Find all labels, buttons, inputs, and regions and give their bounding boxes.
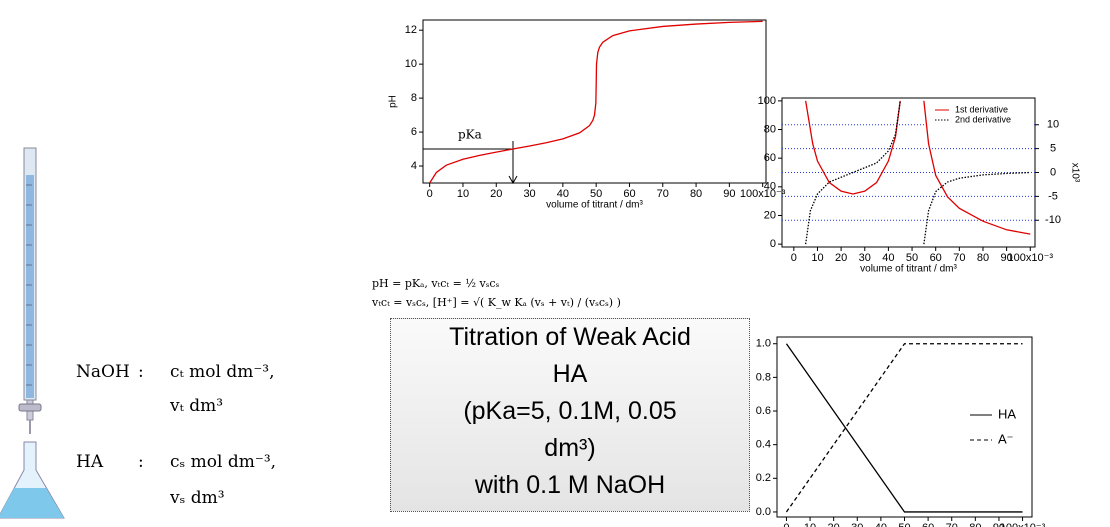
- y-tick-label: 10: [405, 58, 417, 70]
- x-tick-label: 70: [946, 522, 958, 527]
- series-line: [429, 20, 763, 184]
- y2-tick-label: 10: [1047, 119, 1059, 131]
- x-axis-label: volume of titrant / dm³: [546, 200, 643, 211]
- legend-label: HA: [998, 406, 1016, 421]
- legend-box: [929, 103, 1033, 127]
- x-tick-label: 30: [859, 252, 871, 264]
- y2-axis-label: x10³: [1069, 163, 1080, 183]
- x-tick-label: 10: [804, 522, 816, 527]
- title-line: Titration of Weak Acid: [449, 323, 691, 351]
- x-tick-label: 50: [898, 522, 910, 527]
- reagent-line: vₛ dm³: [170, 488, 225, 508]
- x-tick-label: 60: [930, 252, 942, 264]
- x-tick-label: 50: [906, 252, 918, 264]
- y-tick-label: 0.0: [756, 506, 771, 518]
- x-tick-label: 30: [523, 188, 535, 200]
- flask: [0, 441, 65, 519]
- y-tick-label: 40: [764, 181, 776, 193]
- series-line: [805, 100, 1031, 235]
- plot-frame: [776, 336, 1033, 518]
- y-tick-label: 0: [770, 238, 776, 250]
- pka-guide: [423, 141, 518, 185]
- y-axis-label: pH: [388, 95, 399, 108]
- y2-tick-label: -5: [1048, 190, 1058, 202]
- colon: :: [138, 362, 144, 382]
- title-line: (pKa=5, 0.1M, 0.05: [463, 397, 677, 425]
- x-tick-label: 40: [557, 188, 569, 200]
- legend-label: A⁻: [998, 431, 1014, 446]
- x-tick-label: 10: [811, 252, 823, 264]
- reagent-name: NaOH: [76, 362, 130, 382]
- x-tick-label: 100x10⁻³: [740, 188, 786, 200]
- y2-tick-label: 0: [1050, 166, 1056, 178]
- y-tick-label: 20: [764, 209, 776, 221]
- legend-label: 1st derivative: [955, 104, 1008, 114]
- reagent-line: cₜ mol dm⁻³,: [170, 362, 275, 382]
- title-line: dm³): [544, 434, 596, 462]
- equation: vₜcₜ = vₛcₛ, [H⁺] = √( K_w Kₐ (vₛ + vₜ) …: [372, 296, 621, 309]
- x-tick-label: 70: [953, 252, 965, 264]
- colon: :: [138, 452, 144, 472]
- y-tick-label: 6: [411, 126, 417, 138]
- x-tick-label: 80: [690, 188, 702, 200]
- reagent-line: cₛ mol dm⁻³,: [170, 452, 277, 472]
- y-tick-label: 100: [758, 95, 776, 107]
- series-line: [785, 343, 1023, 513]
- title-box: Titration of Weak Acid HA (pKa=5, 0.1M, …: [390, 318, 750, 512]
- series-line: [805, 100, 1031, 245]
- annotation: pKa: [458, 128, 482, 142]
- y-tick-label: 0.8: [756, 371, 771, 383]
- title-line: HA: [552, 360, 588, 388]
- y-tick-label: 0.4: [756, 439, 771, 451]
- y-tick-label: 1.0: [756, 338, 771, 350]
- x-tick-label: 40: [875, 522, 887, 527]
- y-tick-label: 60: [764, 152, 776, 164]
- x-tick-label: 30: [851, 522, 863, 527]
- equation: pH = pKₐ, vₜcₜ = ½ vₛcₛ: [372, 277, 500, 290]
- y-tick-label: 4: [411, 160, 417, 172]
- x-tick-label: 100x10⁻³: [1007, 252, 1053, 264]
- y-tick-label: 8: [411, 92, 417, 104]
- y-tick-label: 0.6: [756, 405, 771, 417]
- series-line: [785, 343, 1023, 513]
- y2-tick-label: 5: [1050, 143, 1056, 155]
- x-tick-label: 20: [828, 522, 840, 527]
- x-tick-label: 60: [623, 188, 635, 200]
- x-tick-label: 60: [922, 522, 934, 527]
- x-tick-label: 20: [835, 252, 847, 264]
- y-tick-label: 80: [764, 123, 776, 135]
- y-tick-label: 0.2: [756, 472, 771, 484]
- x-tick-label: 80: [977, 252, 989, 264]
- x-tick-label: 90: [1001, 252, 1013, 264]
- plot-frame: [422, 19, 767, 184]
- reagent-name: HA: [76, 452, 104, 472]
- x-tick-label: 40: [882, 252, 894, 264]
- x-tick-label: 0: [791, 252, 797, 264]
- x-tick-label: 90: [723, 188, 735, 200]
- y-tick-label: 12: [405, 24, 417, 36]
- x-tick-label: 90: [993, 522, 1005, 527]
- reagent-line: vₜ dm³: [170, 396, 224, 416]
- legend-label: 2nd derivative: [955, 114, 1011, 124]
- x-axis-label: volume of titrant / dm³: [860, 264, 957, 275]
- x-tick-label: 70: [657, 188, 669, 200]
- x-tick-label: 50: [590, 188, 602, 200]
- y2-tick-label: -10: [1045, 214, 1061, 226]
- x-tick-label: 20: [490, 188, 502, 200]
- x-tick-label: 0: [427, 188, 433, 200]
- x-tick-label: 100x10⁻³: [1000, 522, 1046, 527]
- x-tick-label: 10: [457, 188, 469, 200]
- x-tick-label: 0: [783, 522, 789, 527]
- burette: [18, 147, 42, 434]
- x-tick-label: 80: [969, 522, 981, 527]
- title-line: with 0.1 M NaOH: [474, 471, 666, 499]
